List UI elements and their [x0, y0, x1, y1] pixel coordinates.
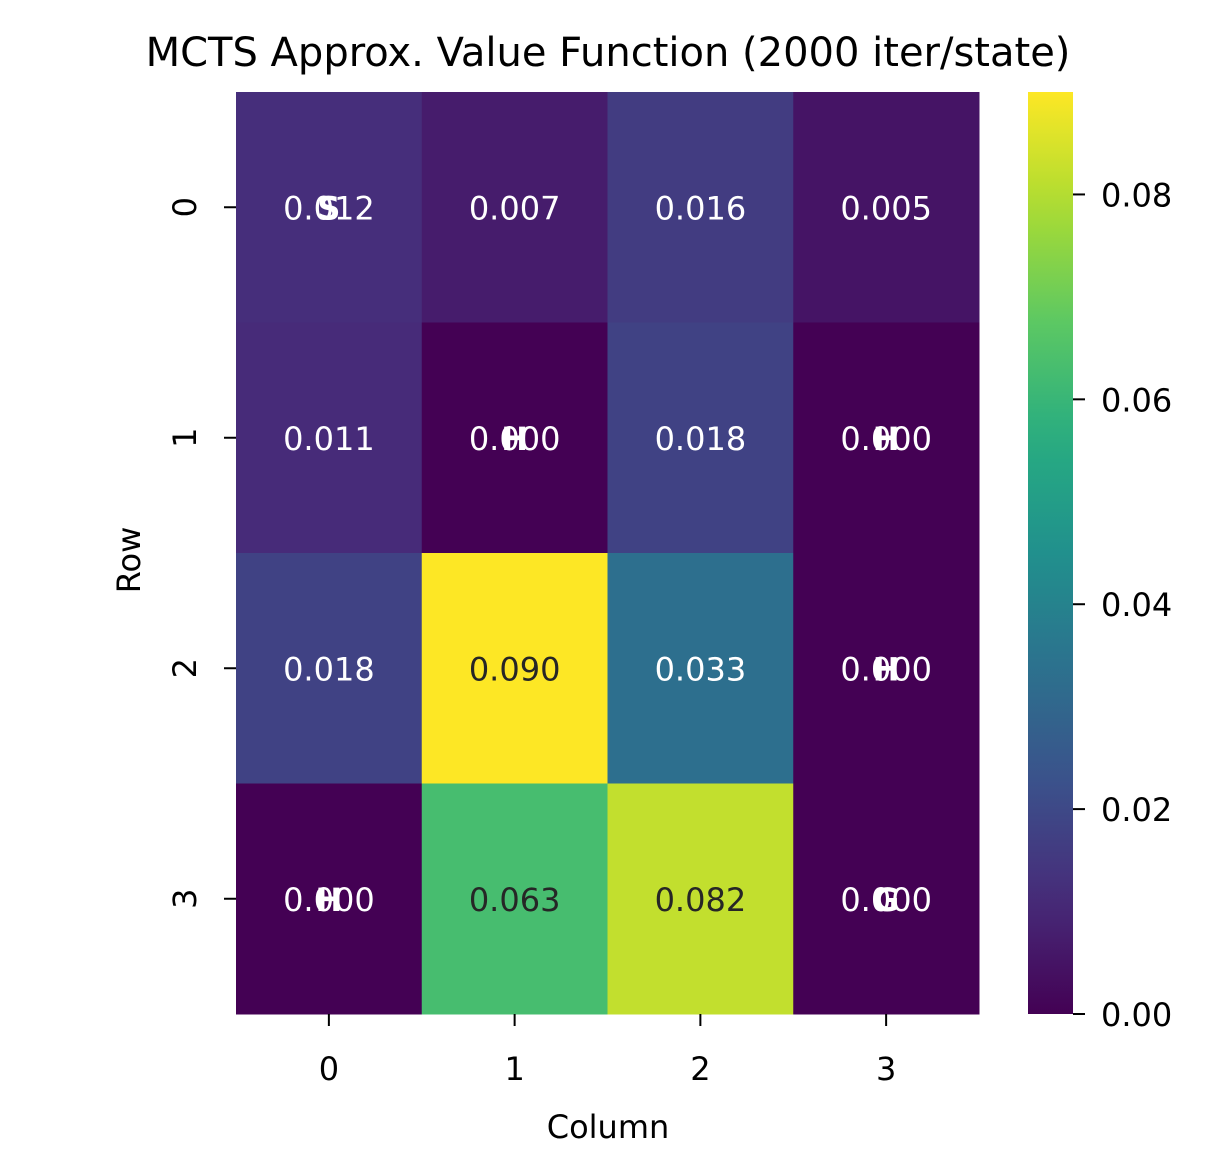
cell-value-label: 0.012 [283, 189, 375, 227]
heatmap-cell [793, 553, 980, 784]
colorbar: 0.00 0.02 0.04 0.06 0.08 [1028, 92, 1172, 1034]
heatmap-cell [793, 322, 980, 554]
chart-title: MCTS Approx. Value Function (2000 iter/s… [146, 30, 1071, 76]
heatmap-cell [607, 92, 794, 323]
y-tick-label: 0 [166, 197, 204, 217]
colorbar-tick-label: 0.00 [1101, 996, 1172, 1034]
heatmap-cell [793, 783, 980, 1015]
cell-value-label: 0.011 [283, 420, 375, 458]
x-axis: 0 1 2 3 [319, 1014, 896, 1088]
y-axis-label: Row [110, 527, 148, 594]
x-tick-label: 1 [504, 1050, 524, 1088]
cell-value-label: 0.000 [469, 420, 561, 458]
cell-marker-label: H [873, 420, 900, 458]
cell-value-label: 0.033 [655, 650, 747, 688]
colorbar-tick-label: 0.02 [1101, 791, 1172, 829]
cell-value-label: 0.018 [655, 420, 747, 458]
heatmap-cell [607, 553, 794, 784]
cell-marker-label: H [873, 650, 900, 688]
colorbar-gradient [1028, 92, 1073, 1014]
heatmap-cell [421, 92, 608, 323]
y-tick-label: 2 [166, 658, 204, 678]
cell-marker-label: G [873, 881, 899, 919]
cell-value-label: 0.007 [469, 189, 561, 227]
x-tick-label: 2 [690, 1050, 710, 1088]
cell-value-label: 0.000 [283, 881, 375, 919]
y-axis: 0 1 2 3 [166, 197, 236, 909]
heatmap-cell [236, 92, 423, 323]
cell-value-label: 0.082 [655, 881, 747, 919]
cell-value-label: 0.000 [840, 650, 932, 688]
heatmap-cell [421, 783, 608, 1015]
heatmap-cell [793, 92, 980, 323]
cell-value-label: 0.000 [840, 881, 932, 919]
cell-value-label: 0.018 [283, 650, 375, 688]
cell-marker-label: H [315, 881, 342, 919]
cell-value-label: 0.090 [469, 650, 561, 688]
cell-marker-label: H [501, 420, 528, 458]
cell-marker-label: S [317, 189, 340, 227]
heatmap-cell [236, 553, 423, 784]
cell-value-label: 0.063 [469, 881, 561, 919]
x-tick-label: 3 [876, 1050, 896, 1088]
heatmap-cell [607, 322, 794, 554]
y-tick-label: 3 [166, 889, 204, 909]
heatmap-cell [607, 783, 794, 1015]
colorbar-tick-label: 0.04 [1101, 586, 1172, 624]
cell-value-label: 0.000 [840, 420, 932, 458]
heatmap-cell [236, 322, 423, 554]
heatmap-cell [236, 783, 423, 1015]
x-axis-label: Column [547, 1108, 670, 1146]
heatmap-cell [421, 553, 608, 784]
colorbar-tick-label: 0.06 [1101, 381, 1172, 419]
x-tick-label: 0 [319, 1050, 339, 1088]
cell-value-label: 0.016 [655, 189, 747, 227]
cell-value-label: 0.005 [840, 189, 932, 227]
colorbar-tick-label: 0.08 [1101, 176, 1172, 214]
y-tick-label: 1 [166, 428, 204, 448]
heatmap-cell [421, 322, 608, 554]
